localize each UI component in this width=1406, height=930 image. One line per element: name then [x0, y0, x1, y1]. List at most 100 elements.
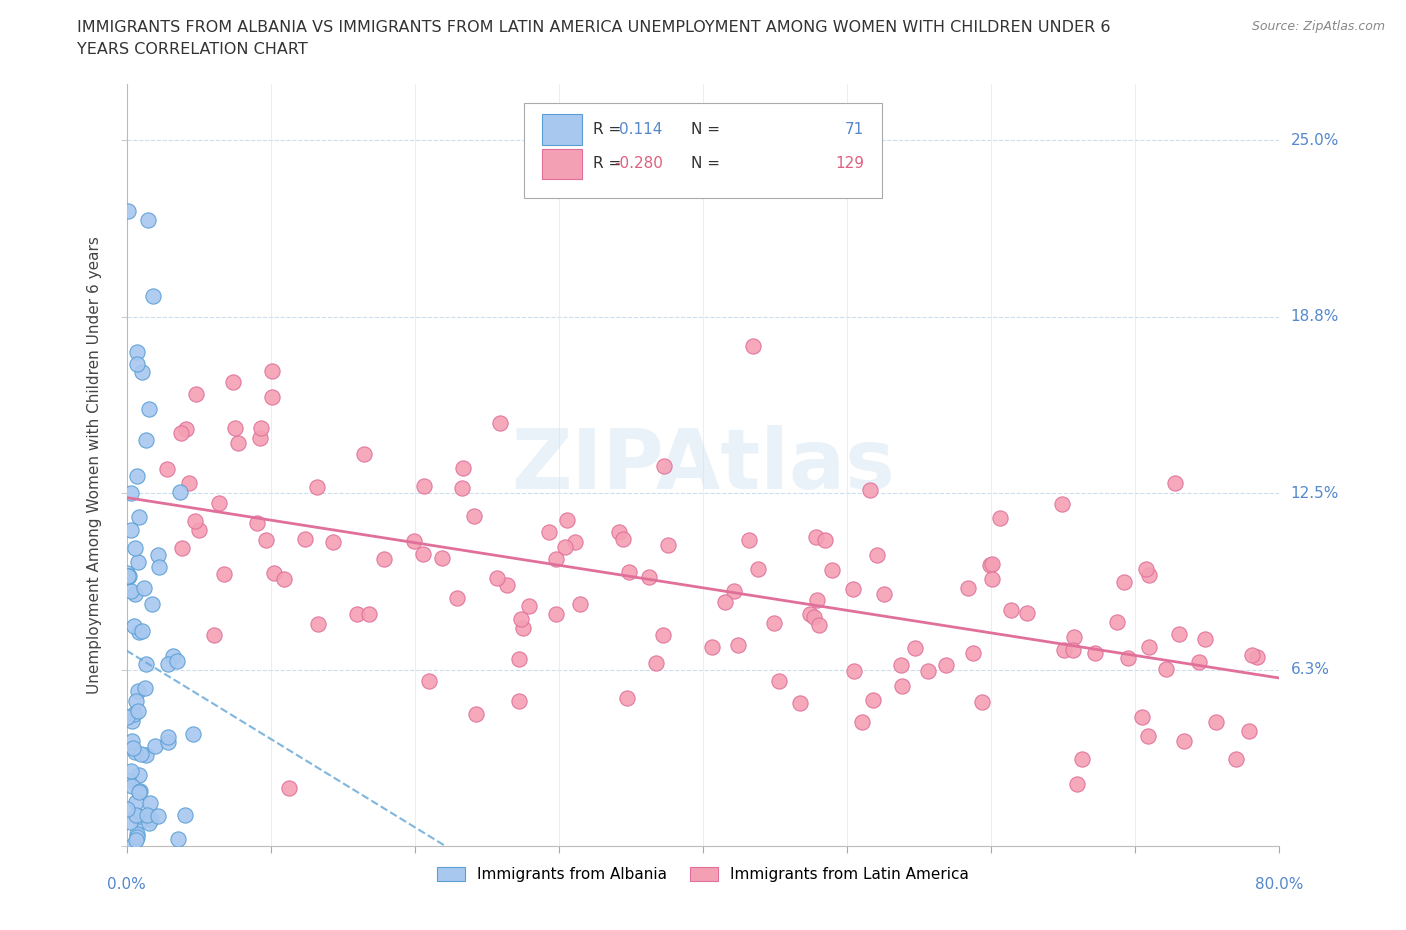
Text: IMMIGRANTS FROM ALBANIA VS IMMIGRANTS FROM LATIN AMERICA UNEMPLOYMENT AMONG WOME: IMMIGRANTS FROM ALBANIA VS IMMIGRANTS FR…: [77, 20, 1111, 35]
Point: [138, 401, 160, 416]
Point: [322, 534, 344, 549]
Text: 18.8%: 18.8%: [1291, 309, 1339, 325]
Point: [747, 562, 769, 577]
Point: [799, 606, 821, 621]
Point: [1130, 710, 1153, 724]
Point: [1225, 752, 1247, 767]
Point: [1194, 631, 1216, 646]
Point: [143, 738, 166, 753]
Point: [873, 587, 896, 602]
Point: [254, 533, 277, 548]
Point: [1173, 734, 1195, 749]
Point: [124, 618, 146, 633]
Point: [1137, 568, 1160, 583]
Text: R =: R =: [593, 156, 621, 171]
Point: [260, 390, 283, 405]
Point: [1105, 615, 1128, 630]
Text: N =: N =: [692, 122, 720, 137]
FancyBboxPatch shape: [524, 103, 882, 198]
Point: [1241, 647, 1264, 662]
Point: [555, 512, 578, 527]
Point: [970, 694, 993, 709]
Point: [1063, 630, 1085, 644]
Point: [537, 525, 560, 539]
Point: [132, 580, 155, 595]
Point: [125, 694, 148, 709]
Point: [862, 693, 884, 708]
Point: [142, 288, 165, 303]
Point: [607, 525, 630, 540]
Point: [129, 784, 152, 799]
Point: [183, 513, 205, 528]
Point: [127, 827, 149, 842]
Point: [124, 540, 146, 555]
Point: [128, 510, 150, 525]
Point: [125, 469, 148, 484]
Point: [446, 591, 468, 605]
Point: [125, 794, 148, 809]
Point: [226, 435, 249, 450]
Point: [723, 583, 745, 598]
Point: [138, 816, 160, 830]
Point: [127, 704, 149, 719]
Point: [702, 640, 724, 655]
Point: [118, 569, 141, 584]
Point: [1053, 643, 1076, 658]
Point: [128, 808, 150, 823]
Point: [652, 458, 675, 473]
Text: -0.280: -0.280: [614, 156, 662, 171]
Point: [496, 578, 519, 592]
Point: [224, 420, 246, 435]
Point: [124, 586, 146, 601]
Point: [125, 345, 148, 360]
Point: [305, 480, 328, 495]
Point: [125, 833, 148, 848]
Point: [117, 802, 139, 817]
Point: [806, 529, 828, 544]
Point: [249, 420, 271, 435]
Point: [170, 426, 193, 441]
Point: [246, 515, 269, 530]
Point: [512, 620, 534, 635]
Point: [135, 657, 157, 671]
Point: [156, 462, 179, 477]
Text: 25.0%: 25.0%: [1291, 133, 1339, 148]
Point: [1237, 724, 1260, 738]
Point: [135, 432, 157, 447]
Point: [1168, 627, 1191, 642]
Point: [738, 533, 761, 548]
Point: [934, 658, 956, 672]
Point: [373, 551, 395, 566]
Point: [115, 710, 138, 724]
Point: [1000, 603, 1022, 618]
Point: [117, 204, 139, 219]
Point: [612, 532, 634, 547]
Point: [120, 584, 142, 599]
Point: [762, 616, 785, 631]
FancyBboxPatch shape: [541, 149, 582, 179]
Point: [278, 780, 301, 795]
Text: 129: 129: [835, 156, 865, 171]
Text: 6.3%: 6.3%: [1291, 662, 1330, 677]
Point: [346, 606, 368, 621]
Point: [418, 673, 440, 688]
Point: [127, 684, 149, 698]
Point: [174, 422, 197, 437]
Point: [357, 606, 380, 621]
Point: [821, 563, 844, 578]
Text: R =: R =: [593, 122, 621, 137]
Point: [1084, 646, 1107, 661]
Point: [307, 617, 329, 631]
Text: ZIPAtlas: ZIPAtlas: [510, 424, 896, 506]
Point: [170, 540, 193, 555]
Point: [157, 735, 180, 750]
Point: [564, 535, 586, 550]
Text: Source: ZipAtlas.com: Source: ZipAtlas.com: [1251, 20, 1385, 33]
Point: [890, 658, 912, 672]
Point: [141, 597, 163, 612]
Point: [136, 213, 159, 228]
Point: [519, 599, 541, 614]
Point: [118, 815, 141, 830]
Point: [1135, 562, 1157, 577]
Point: [117, 568, 139, 583]
